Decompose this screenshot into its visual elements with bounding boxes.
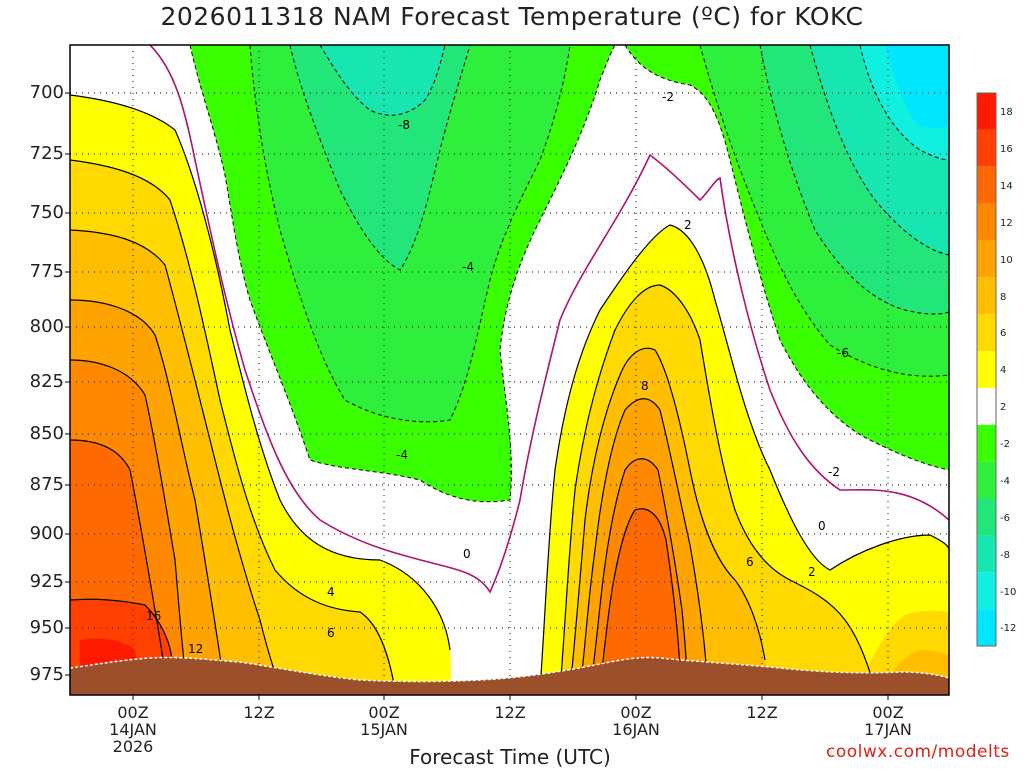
- y-tick-label: 975: [29, 664, 64, 685]
- colorbar-label: 18: [1000, 107, 1013, 119]
- colorbar-swatch: [977, 572, 996, 610]
- cold-air-region: [190, 45, 949, 502]
- terrain-ground: [70, 657, 949, 695]
- contour-label: -6: [837, 346, 849, 360]
- x-tick-marks: [132, 695, 889, 700]
- colorbar-swatch: [977, 351, 996, 388]
- contour-label: 6: [327, 626, 335, 640]
- x-tick-label: 00Z 14JAN 2026: [109, 703, 157, 756]
- y-tick-label: 825: [29, 371, 64, 392]
- y-tick-label: 925: [29, 571, 64, 592]
- colorbar-frame: [976, 92, 997, 647]
- colorbar-swatch: [977, 535, 996, 573]
- colorbar-label: -4: [1000, 475, 1010, 487]
- y-tick-label: 875: [29, 474, 64, 495]
- colorbar-label: -2: [1000, 439, 1010, 451]
- terrain-edge: [70, 656, 949, 683]
- y-tick-label: 700: [29, 82, 64, 103]
- colorbar-swatch: [977, 314, 996, 352]
- source-credit: coolwx.com/modelts: [826, 742, 1010, 762]
- colorbar-swatch: [977, 609, 996, 646]
- colorbar-label: 8: [1000, 291, 1007, 303]
- colorbar-label: -6: [1000, 512, 1010, 524]
- contour-label: 8: [641, 379, 649, 393]
- contour-label: -2: [828, 465, 840, 479]
- colorbar-label: 2: [1000, 402, 1007, 414]
- contour-label: 0: [463, 547, 471, 561]
- y-tick-label: 725: [29, 143, 64, 164]
- colorbar-swatch: [977, 424, 996, 462]
- x-tick-label: 12Z: [243, 703, 275, 722]
- y-tick-label: 750: [29, 202, 64, 223]
- colorbar-swatch: [977, 498, 996, 536]
- colorbar-label: -10: [1000, 586, 1017, 598]
- y-tick-label: 850: [29, 423, 64, 444]
- contour-label: -2: [662, 90, 674, 104]
- colorbar-label: 10: [1000, 254, 1013, 266]
- contour-label: 16: [146, 609, 161, 623]
- y-tick-label: 950: [29, 617, 64, 638]
- colorbar-label: 12: [1000, 217, 1013, 229]
- chart-title: 2026011318 NAM Forecast Temperature (ºC)…: [160, 2, 864, 31]
- x-tick-label: 12Z: [746, 703, 778, 722]
- contour-label: 2: [684, 218, 692, 232]
- colorbar-label: 16: [1000, 144, 1013, 156]
- colorbar-swatch: [977, 203, 996, 241]
- y-tick-label: 800: [29, 316, 64, 337]
- x-tick-label: 00Z 15JAN: [360, 703, 408, 739]
- colorbar-swatch: [977, 166, 996, 204]
- colorbar-label: -12: [1000, 623, 1017, 635]
- contour-label: 4: [327, 585, 335, 599]
- colorbar-swatch: [977, 277, 996, 315]
- contour-label: -4: [396, 448, 408, 462]
- grid: [70, 45, 949, 695]
- contour-label: -4: [462, 260, 474, 274]
- colorbar-swatch: [977, 461, 996, 499]
- colorbar: [976, 92, 997, 647]
- y-tick-label: 775: [29, 261, 64, 282]
- colorbar-label: 4: [1000, 365, 1007, 377]
- colorbar-label: -8: [1000, 549, 1010, 561]
- x-tick-label: 12Z: [494, 703, 526, 722]
- x-tick-label: 00Z 16JAN: [612, 703, 660, 739]
- contour-label: 12: [188, 642, 203, 656]
- contour-label: -8: [398, 118, 410, 132]
- contour-label: 0: [818, 519, 826, 533]
- cold-contours: [189, 45, 949, 503]
- y-tick-label: 900: [29, 523, 64, 544]
- colorbar-swatch: [977, 129, 996, 167]
- colorbar-swatch: [977, 93, 996, 130]
- contour-label: 2: [808, 565, 816, 579]
- x-tick-label: 00Z 17JAN: [864, 703, 912, 739]
- x-axis-title: Forecast Time (UTC): [409, 745, 611, 769]
- contour-label: 6: [746, 555, 754, 569]
- y-tick-marks: [65, 92, 70, 676]
- colorbar-swatch: [977, 387, 996, 425]
- colorbar-label: 14: [1000, 181, 1013, 192]
- colorbar-swatch: [977, 240, 996, 278]
- colorbar-label: 6: [1000, 328, 1007, 340]
